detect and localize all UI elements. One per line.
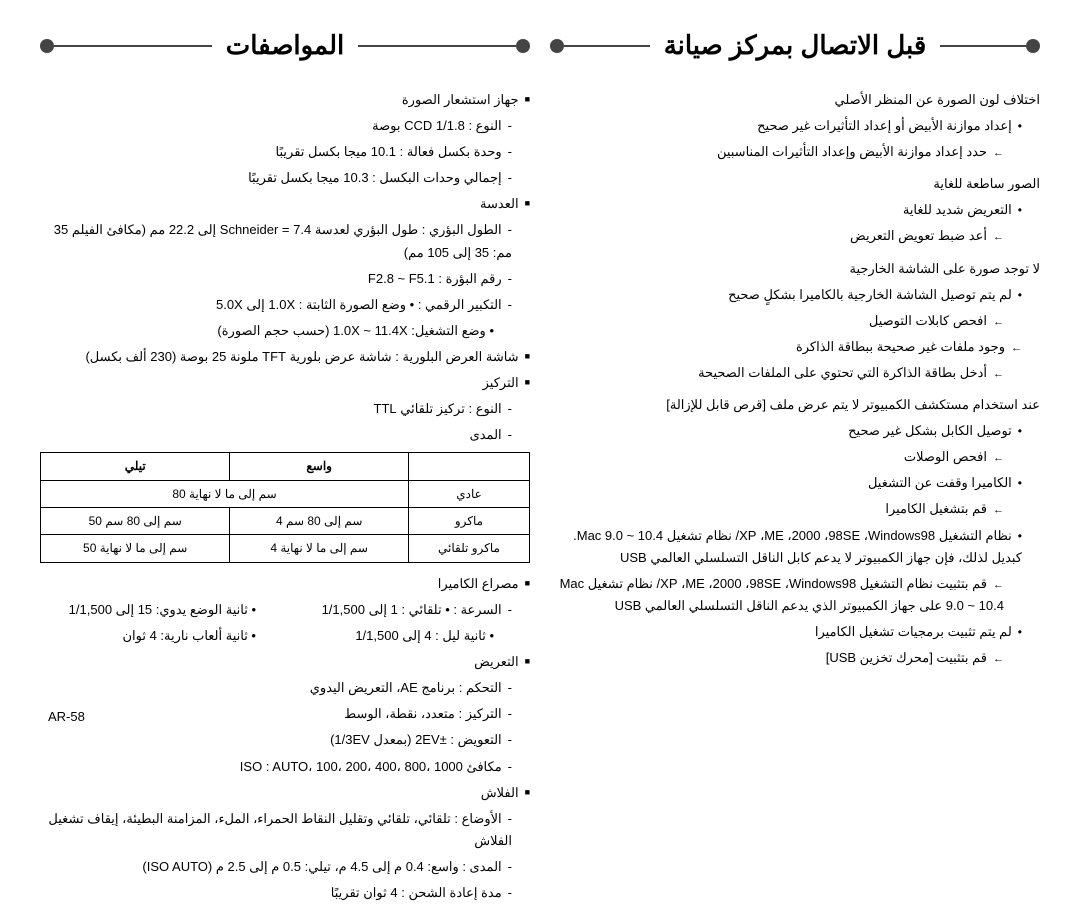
cause-item: لم يتم تثبيت برمجيات تشغيل الكاميرا bbox=[550, 621, 1040, 643]
circle-icon bbox=[550, 39, 564, 53]
right-column: قبل الاتصال بمركز صيانة اختلاف لون الصور… bbox=[550, 30, 1040, 726]
circle-icon bbox=[1026, 39, 1040, 53]
spec-line: • ثانية الوضع يدوي: 15 إلى 1/1,500 bbox=[40, 599, 256, 621]
solution-item: حدد إعداد موازنة الأبيض وإعداد التأثيرات… bbox=[550, 141, 1040, 163]
spec-line: المدى bbox=[40, 424, 530, 446]
left-heading: المواصفات bbox=[40, 30, 530, 61]
spec-head: العدسة bbox=[40, 193, 530, 215]
spec-line: وحدة بكسل فعالة : 10.1 ميجا بكسل تقريبًا bbox=[40, 141, 530, 163]
spec-line: السرعة : • تلقائي : 1 إلى 1/1,500 bbox=[296, 599, 512, 621]
left-title: المواصفات bbox=[212, 30, 358, 61]
spec-line: المدى : واسع: 0.4 م إلى 4.5 م، تيلي: 0.5… bbox=[40, 856, 530, 878]
spec-line: التعويض : ±2EV (بمعدل 1/3EV) bbox=[40, 729, 530, 751]
spec-line: • وضع التشغيل: 1.0X ~ 11.4X (حسب حجم الص… bbox=[40, 320, 530, 342]
solution-item: افحص الوصلات bbox=[550, 446, 1040, 468]
cause-item: نظام التشغيل Windows98‏، 98SE‏، 2000‏، M… bbox=[550, 525, 1040, 569]
circle-icon bbox=[40, 39, 54, 53]
line-decor bbox=[54, 45, 212, 47]
solution-item: قم بتثبيت [محرك تخزين USB] bbox=[550, 647, 1040, 669]
cause-item: لم يتم توصيل الشاشة الخارجية بالكاميرا ب… bbox=[550, 284, 1040, 306]
spec-line: مدة إعادة الشحن : 4 ثوان تقريبًا bbox=[40, 882, 530, 904]
spec-head: مصراع الكاميرا bbox=[40, 573, 530, 595]
spec-head: التركيز bbox=[40, 372, 530, 394]
table-cell: ماكرو bbox=[408, 508, 529, 535]
cause-item: وجود ملفات غير صحيحة ببطاقة الذاكرة bbox=[550, 336, 1040, 358]
table-cell: 4 سم إلى ما لا نهاية bbox=[230, 535, 409, 562]
solution-item: افحص كابلات التوصيل bbox=[550, 310, 1040, 332]
left-column: المواصفات جهاز استشعار الصورة النوع : 1/… bbox=[40, 30, 530, 726]
table-cell: عادي bbox=[408, 480, 529, 507]
spec-head: التعريض bbox=[40, 651, 530, 673]
solution-item: أعد ضبط تعويض التعريض bbox=[550, 225, 1040, 247]
spec-head: الفلاش bbox=[40, 782, 530, 804]
spec-line: إجمالي وحدات البكسل : 10.3 ميجا بكسل تقر… bbox=[40, 167, 530, 189]
spec-line: • ثانية ليل : 4 إلى 1/1,500 bbox=[296, 625, 512, 647]
spec-line: التكبير الرقمي : • وضع الصورة الثابتة : … bbox=[40, 294, 530, 316]
spec-line: رقم البؤرة : F2.8 ~ F5.1 bbox=[40, 268, 530, 290]
spec-line: التحكم : برنامج AE، التعريض اليدوي bbox=[40, 677, 530, 699]
spec-line: مكافئ ISO : AUTO، 100، 200، 400، 800، 10… bbox=[40, 756, 530, 778]
table-cell: 80 سم إلى ما لا نهاية bbox=[41, 480, 409, 507]
table-header: واسع bbox=[230, 453, 409, 480]
right-heading: قبل الاتصال بمركز صيانة bbox=[550, 30, 1040, 61]
spec-line: الأوضاع : تلقائي، تلقائي وتقليل النقاط ا… bbox=[40, 808, 530, 852]
spec-head: شاشة العرض البلورية : شاشة عرض بلورية TF… bbox=[40, 346, 530, 368]
spec-line: النوع : 1/1.8 CCD بوصة bbox=[40, 115, 530, 137]
cause-item: الكاميرا وقفت عن التشغيل bbox=[550, 472, 1040, 494]
table-header: تيلي bbox=[41, 453, 230, 480]
solution-item: أدخل بطاقة الذاكرة التي تحتوي على الملفا… bbox=[550, 362, 1040, 384]
table-cell: 50 سم إلى ما لا نهاية bbox=[41, 535, 230, 562]
line-decor bbox=[940, 45, 1026, 47]
table-cell: ماكرو تلقائي bbox=[408, 535, 529, 562]
spec-line: التركيز : متعدد، نقطة، الوسط bbox=[40, 703, 530, 725]
group-head: عند استخدام مستكشف الكمبيوتر لا يتم عرض … bbox=[550, 394, 1040, 416]
line-decor bbox=[564, 45, 650, 47]
circle-icon bbox=[516, 39, 530, 53]
table-cell: 50 سم إلى 80 سم bbox=[41, 508, 230, 535]
page-number: AR-58 bbox=[48, 709, 85, 724]
group-head: لا توجد صورة على الشاشة الخارجية bbox=[550, 258, 1040, 280]
spec-line: الطول البؤري : طول البؤري لعدسة Schneide… bbox=[40, 219, 530, 263]
cause-item: إعداد موازنة الأبيض أو إعداد التأثيرات غ… bbox=[550, 115, 1040, 137]
table-header bbox=[408, 453, 529, 480]
solution-item: قم بتثبيت نظام التشغيل Windows98‏، 98SE‏… bbox=[550, 573, 1040, 617]
right-title: قبل الاتصال بمركز صيانة bbox=[650, 30, 941, 61]
spec-head: جهاز استشعار الصورة bbox=[40, 89, 530, 111]
right-content: اختلاف لون الصورة عن المنظر الأصلي إعداد… bbox=[550, 89, 1040, 669]
group-head: الصور ساطعة للغاية bbox=[550, 173, 1040, 195]
focus-range-table: تيلي واسع 80 سم إلى ما لا نهاية عادي 50 … bbox=[40, 452, 530, 563]
group-head: اختلاف لون الصورة عن المنظر الأصلي bbox=[550, 89, 1040, 111]
table-cell: 4 سم إلى 80 سم bbox=[230, 508, 409, 535]
spec-line: • ثانية ألعاب نارية: 4 ثوان bbox=[40, 625, 256, 647]
left-content: جهاز استشعار الصورة النوع : 1/1.8 CCD بو… bbox=[40, 89, 530, 904]
cause-item: التعريض شديد للغاية bbox=[550, 199, 1040, 221]
cause-item: توصيل الكابل بشكل غير صحيح bbox=[550, 420, 1040, 442]
line-decor bbox=[358, 45, 516, 47]
solution-item: قم بتشغيل الكاميرا bbox=[550, 498, 1040, 520]
spec-line: النوع : تركيز تلقائي TTL bbox=[40, 398, 530, 420]
